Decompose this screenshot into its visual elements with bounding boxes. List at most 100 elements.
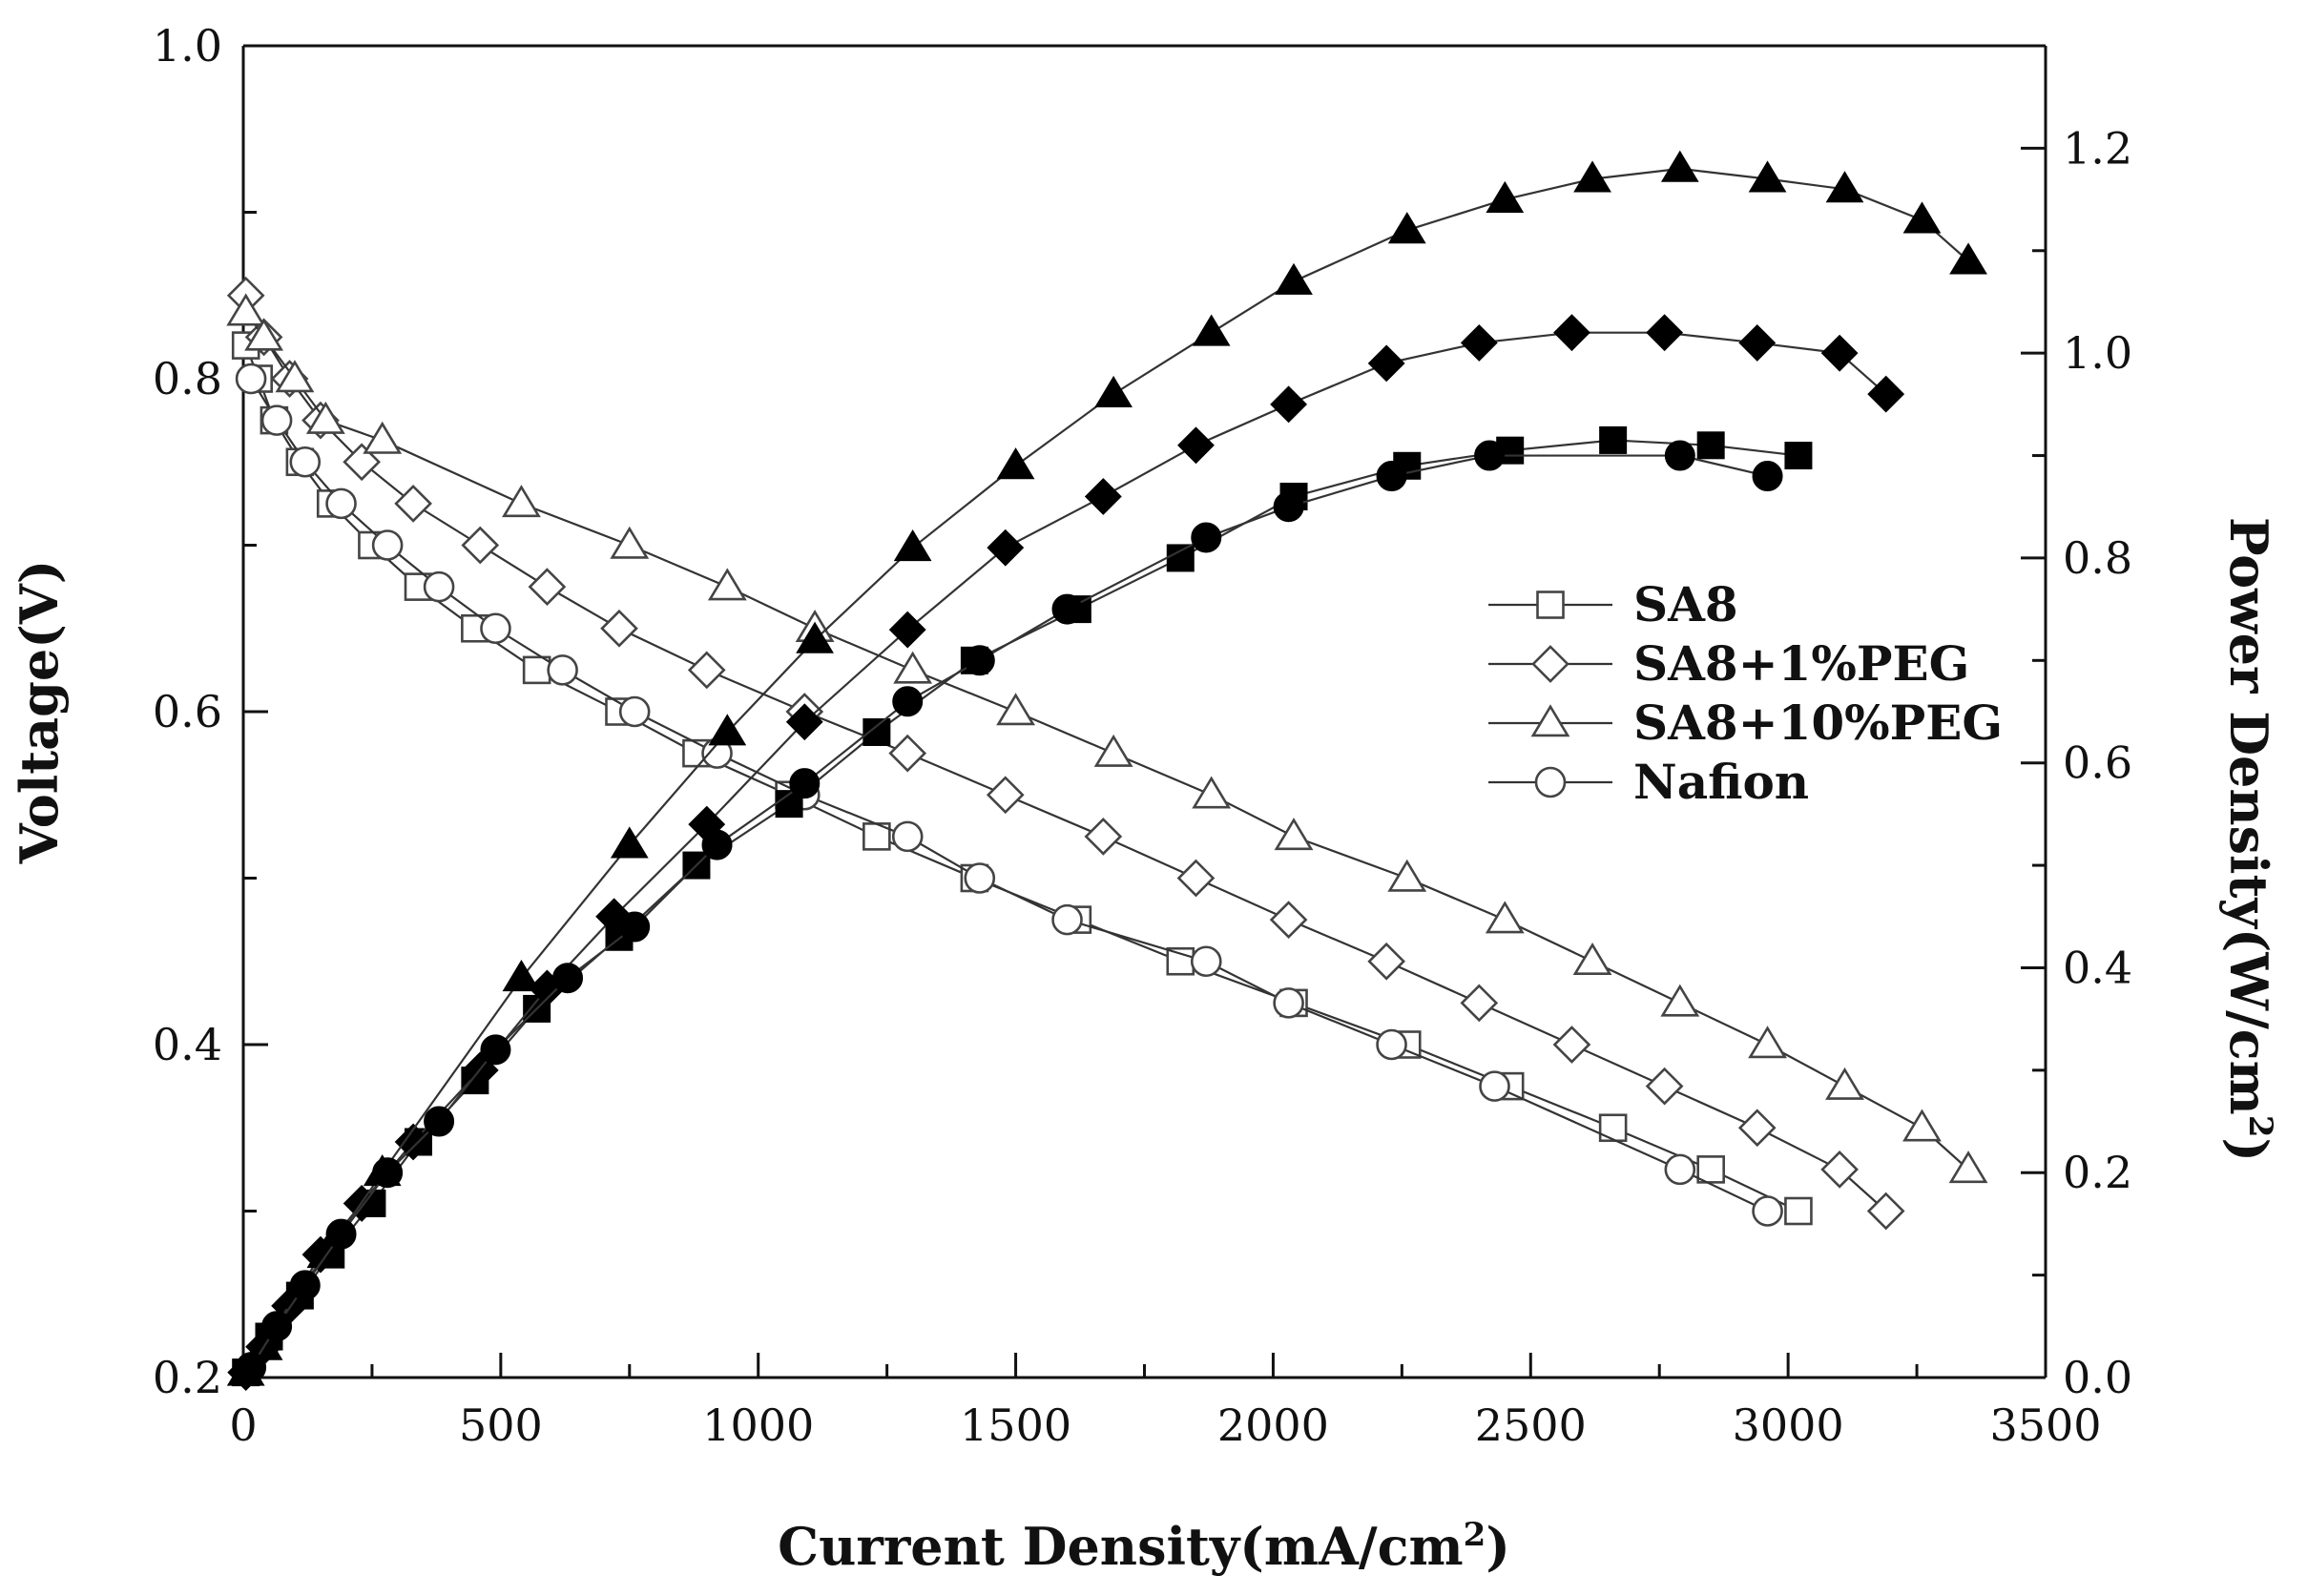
nafion-marker bbox=[325, 487, 357, 520]
sa8-1-peg-power-marker bbox=[987, 529, 1025, 567]
nafion-marker bbox=[1190, 945, 1222, 978]
nafion-power-marker bbox=[1752, 461, 1783, 492]
nafion-power-marker bbox=[789, 768, 821, 799]
sa8-1-peg-power-marker bbox=[1460, 324, 1498, 362]
sa8-10-peg-power-marker bbox=[1902, 201, 1942, 234]
y-right-axis-title-superscript: 2 bbox=[2241, 1115, 2279, 1138]
sa8-10-peg-marker bbox=[707, 568, 747, 601]
nafion-power-marker bbox=[1051, 593, 1083, 625]
sa8-10-peg-marker bbox=[1387, 859, 1427, 892]
series-sa8-power bbox=[232, 425, 1813, 1387]
nafion-power-marker bbox=[236, 1352, 267, 1383]
nafion-marker bbox=[618, 695, 651, 728]
sa8-1-peg-power-marker bbox=[1646, 314, 1684, 352]
y-right-tick-label: 1.0 bbox=[2063, 327, 2132, 379]
nafion-power-marker bbox=[1474, 440, 1506, 471]
sa8-1-peg-marker bbox=[1552, 1026, 1591, 1064]
sa8-1-peg-power-marker bbox=[1270, 385, 1308, 424]
sa8-1-peg-power-marker bbox=[1820, 334, 1859, 372]
nafion-power-marker bbox=[261, 1311, 293, 1342]
nafion-marker bbox=[1376, 1028, 1407, 1061]
nafion-power-marker bbox=[424, 1106, 455, 1137]
sa8-10-peg-power-line bbox=[244, 167, 1969, 1374]
y-right-axis-title: Power Density(W/cm2) bbox=[2218, 517, 2279, 1162]
sa8-1-peg-power-marker bbox=[1553, 314, 1590, 352]
nafion-power-marker bbox=[480, 1034, 511, 1066]
tick-labels: 0 500 1000 1500 2000 2500 3000 3500 0.2 0.4 0.6 0.8… bbox=[153, 20, 2132, 1451]
sa8-1-peg-power-marker bbox=[1367, 344, 1405, 383]
sa8-10-peg-power-marker bbox=[502, 960, 541, 992]
nafion-marker bbox=[1273, 987, 1304, 1019]
nafion-marker bbox=[891, 820, 924, 853]
sa8-1-peg-marker bbox=[1084, 818, 1123, 856]
sa8-marker bbox=[1598, 1113, 1628, 1143]
sa8-marker bbox=[1166, 946, 1195, 976]
y-right-tick-label: 0.8 bbox=[2063, 532, 2132, 584]
nafion-marker bbox=[1479, 1070, 1510, 1102]
sa8-10-peg-power-marker bbox=[610, 826, 649, 859]
x-tick-label: 1500 bbox=[960, 1399, 1071, 1451]
legend-sa8-label: SA8 bbox=[1633, 576, 1738, 632]
nafion-power-marker bbox=[1191, 522, 1222, 553]
y-right-tick-label: 0.4 bbox=[2063, 942, 2132, 993]
nafion-marker bbox=[260, 404, 293, 436]
sa8-10-peg-marker bbox=[305, 401, 345, 434]
sa8-1-peg-marker bbox=[1176, 859, 1216, 898]
sa8-1-peg-marker bbox=[986, 776, 1025, 815]
sa8-10-peg-power-marker bbox=[1825, 171, 1864, 203]
sa8-10-peg-marker bbox=[1825, 1067, 1864, 1100]
sa8-10-peg-marker bbox=[1948, 1150, 1988, 1184]
sa8-power-marker bbox=[1784, 442, 1813, 470]
legend-nafion-label: Nafion bbox=[1633, 754, 1809, 810]
sa8-1-peg-marker bbox=[600, 609, 638, 648]
nafion-marker bbox=[423, 570, 455, 603]
legend-sa8-10-peg-marker bbox=[1530, 704, 1570, 737]
sa8-power-marker bbox=[1599, 425, 1628, 454]
nafion-power-marker bbox=[892, 686, 924, 717]
x-tick-label: 2500 bbox=[1475, 1399, 1587, 1451]
sa8-10-peg-power-marker bbox=[1387, 212, 1426, 244]
sa8-1-peg-marker bbox=[687, 651, 726, 690]
legend-sa8-marker bbox=[1536, 591, 1565, 619]
legend-sa8-1-peg-label: SA8+1%PEG bbox=[1633, 635, 1969, 692]
nafion-marker bbox=[1752, 1195, 1783, 1227]
sa8-power-line bbox=[244, 439, 1799, 1374]
sa8-1-peg-marker bbox=[461, 526, 500, 565]
sa8-marker bbox=[522, 655, 551, 685]
nafion-marker bbox=[1051, 903, 1083, 936]
nafion-power-marker bbox=[619, 911, 651, 943]
nafion-power-marker bbox=[1376, 461, 1407, 492]
sa8-1-peg-power-line bbox=[244, 331, 1887, 1374]
sa8-10-peg-marker bbox=[1660, 984, 1700, 1017]
nafion-marker bbox=[1664, 1153, 1696, 1186]
y-right-tick-label: 1.2 bbox=[2063, 122, 2132, 174]
sa8-10-peg-power-marker bbox=[996, 447, 1035, 480]
nafion-power-marker bbox=[552, 963, 584, 994]
sa8-10-peg-marker bbox=[226, 293, 266, 326]
x-tick-label: 500 bbox=[459, 1399, 543, 1451]
sa8-10-peg-marker bbox=[1902, 1109, 1942, 1142]
nafion-power-marker bbox=[964, 645, 995, 676]
sa8-1-peg-power-marker bbox=[785, 703, 823, 741]
ticks bbox=[241, 44, 2047, 1379]
sa8-1-peg-marker bbox=[1737, 1109, 1777, 1148]
sa8-10-peg-marker bbox=[610, 526, 650, 559]
x-tick-label: 3000 bbox=[1733, 1399, 1844, 1451]
nafion-power-marker bbox=[289, 1270, 321, 1301]
sa8-1-peg-marker bbox=[1460, 984, 1499, 1023]
y-left-tick-label: 0.6 bbox=[153, 686, 222, 737]
sa8-10-peg-marker bbox=[893, 651, 933, 684]
sa8-10-peg-marker bbox=[1572, 942, 1612, 975]
y-left-tick-label: 1.0 bbox=[153, 20, 222, 72]
nafion-marker bbox=[964, 862, 996, 894]
sa8-marker bbox=[1784, 1196, 1813, 1226]
legend-sa8-10-peg: SA8+10%PEG bbox=[1488, 694, 2003, 751]
nafion-marker bbox=[235, 363, 267, 395]
x-tick-label: 2000 bbox=[1217, 1399, 1329, 1451]
legend-sa8-10-peg-label: SA8+10%PEG bbox=[1633, 694, 2003, 751]
y-left-axis-title: Voltage(V) bbox=[9, 560, 70, 865]
sa8-marker bbox=[1696, 1155, 1725, 1184]
series-layer bbox=[226, 150, 1988, 1392]
